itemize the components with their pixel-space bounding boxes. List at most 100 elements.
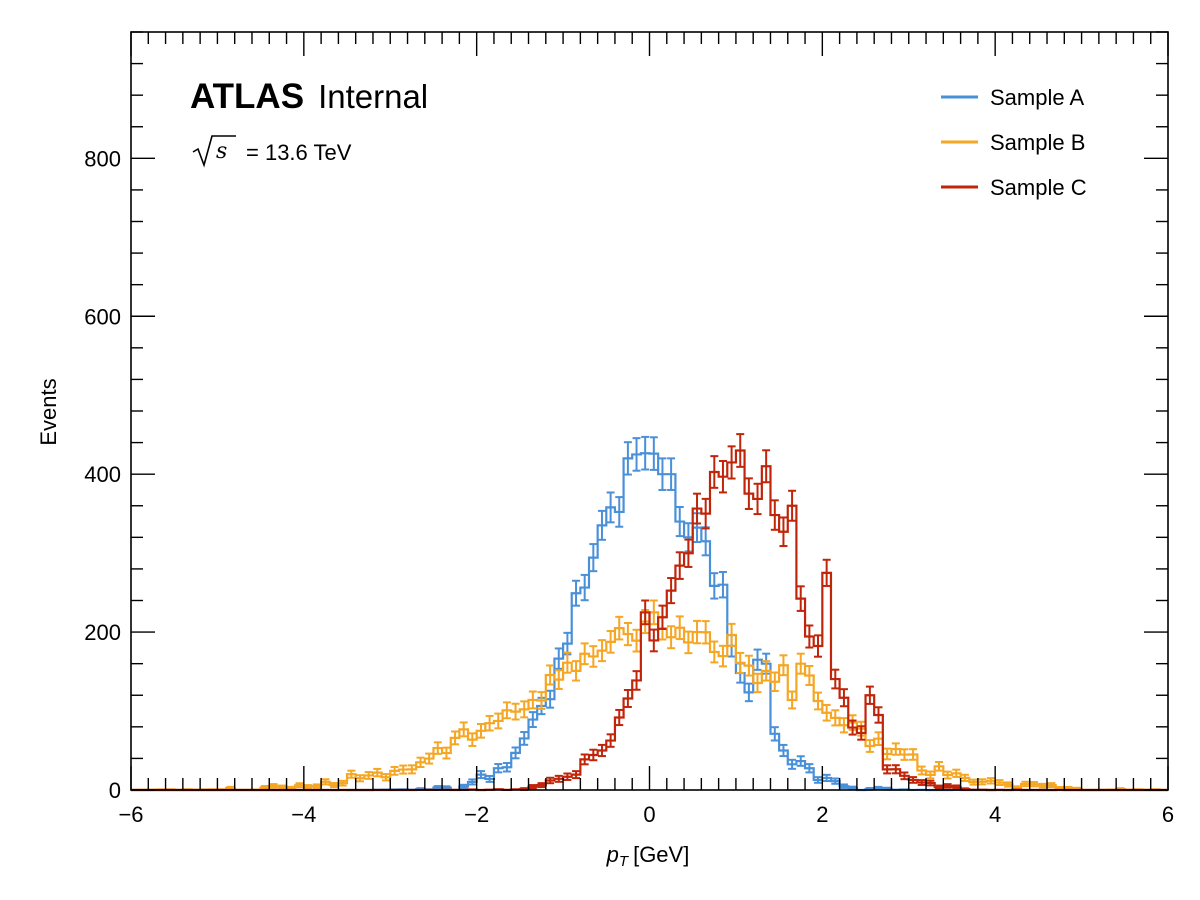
error-bar — [520, 700, 529, 719]
error-bar — [796, 755, 805, 767]
error-bar — [701, 620, 710, 645]
error-bar — [874, 706, 883, 724]
error-bar — [926, 770, 935, 780]
error-bar — [736, 651, 745, 674]
error-bar — [1021, 780, 1030, 788]
error-bar — [597, 743, 606, 758]
error-bar — [814, 776, 823, 784]
error-bar — [831, 668, 840, 690]
error-bar — [546, 664, 555, 686]
error-bar — [675, 505, 684, 538]
error-bar — [459, 783, 468, 790]
error-bar — [744, 682, 753, 703]
error-bar — [649, 628, 658, 653]
error-bar — [295, 782, 304, 789]
error-bar — [865, 739, 874, 753]
error-bar — [891, 742, 900, 756]
error-bar — [589, 645, 598, 668]
error-bar — [330, 782, 339, 789]
error-bar — [597, 509, 606, 541]
error-bar — [649, 599, 658, 626]
error-bar — [269, 783, 278, 789]
error-bar — [589, 543, 598, 573]
error-bar — [623, 688, 632, 708]
error-bar — [572, 770, 581, 780]
error-bar — [710, 455, 719, 489]
legend-item: Sample B — [941, 130, 1085, 155]
error-bar — [356, 774, 365, 783]
error-bar — [744, 654, 753, 677]
error-bar — [917, 765, 926, 776]
error-bar — [589, 748, 598, 762]
error-bar — [762, 660, 771, 682]
energy-symbol: s — [216, 139, 227, 164]
series-sample-c — [131, 433, 1168, 792]
error-bar — [1047, 782, 1056, 789]
error-bar — [580, 753, 589, 766]
y-tick-label: 600 — [84, 304, 121, 329]
error-bar — [883, 747, 892, 761]
error-bar — [900, 748, 909, 761]
error-bar — [857, 725, 866, 741]
error-bar — [814, 634, 823, 658]
error-bar — [641, 435, 650, 471]
error-bar — [779, 516, 788, 548]
error-bar — [736, 433, 745, 468]
error-bar — [615, 708, 624, 727]
error-bar — [649, 436, 658, 471]
axes-frame: 0 200 400 600 800 −6 −4 −2 0 2 4 6 — [84, 31, 1174, 827]
error-bar — [632, 437, 641, 472]
error-bar — [822, 703, 831, 722]
error-bar — [554, 647, 563, 670]
error-bar — [399, 764, 408, 775]
error-bar — [762, 449, 771, 484]
error-bar — [632, 670, 641, 691]
error-bar — [485, 714, 494, 732]
error-bar — [684, 538, 693, 568]
y-tick-label: 800 — [84, 146, 121, 171]
error-bar — [978, 778, 987, 786]
error-bar — [675, 615, 684, 641]
error-bar — [494, 763, 503, 774]
error-bar — [485, 774, 494, 783]
x-axis-unit: [GeV] — [633, 842, 689, 867]
error-bar — [615, 615, 624, 641]
error-bar — [347, 769, 356, 779]
error-bar — [1004, 781, 1013, 788]
error-bar — [779, 743, 788, 758]
error-bar — [511, 702, 520, 721]
error-bar — [805, 665, 814, 687]
error-bar — [805, 624, 814, 649]
error-bar — [779, 654, 788, 677]
legend-label: Sample C — [990, 175, 1087, 200]
error-bar — [597, 639, 606, 663]
error-bar — [554, 774, 563, 783]
error-bar — [909, 748, 918, 761]
error-bar — [528, 711, 537, 729]
legend-item: Sample C — [941, 175, 1087, 200]
error-bar — [753, 672, 762, 694]
error-bar — [814, 691, 823, 711]
error-bar — [986, 777, 995, 785]
error-bar — [623, 441, 632, 476]
error-bar — [909, 776, 918, 784]
error-bar — [373, 767, 382, 778]
x-axis-sub: T — [619, 853, 630, 870]
x-axis-var: p — [606, 842, 619, 867]
error-bar — [822, 558, 831, 587]
error-bar — [969, 778, 978, 786]
series-step-line — [131, 449, 1168, 792]
error-bar — [554, 669, 563, 690]
error-bar — [572, 579, 581, 607]
error-bar — [718, 459, 727, 494]
error-bar — [718, 570, 727, 599]
error-bar — [425, 752, 434, 765]
error-bar — [563, 651, 572, 674]
error-bar — [537, 691, 546, 710]
error-bar — [943, 783, 952, 789]
error-bar — [995, 779, 1004, 786]
x-tick-label: −4 — [291, 802, 316, 827]
error-bar — [848, 719, 857, 736]
error-bar — [563, 772, 572, 781]
